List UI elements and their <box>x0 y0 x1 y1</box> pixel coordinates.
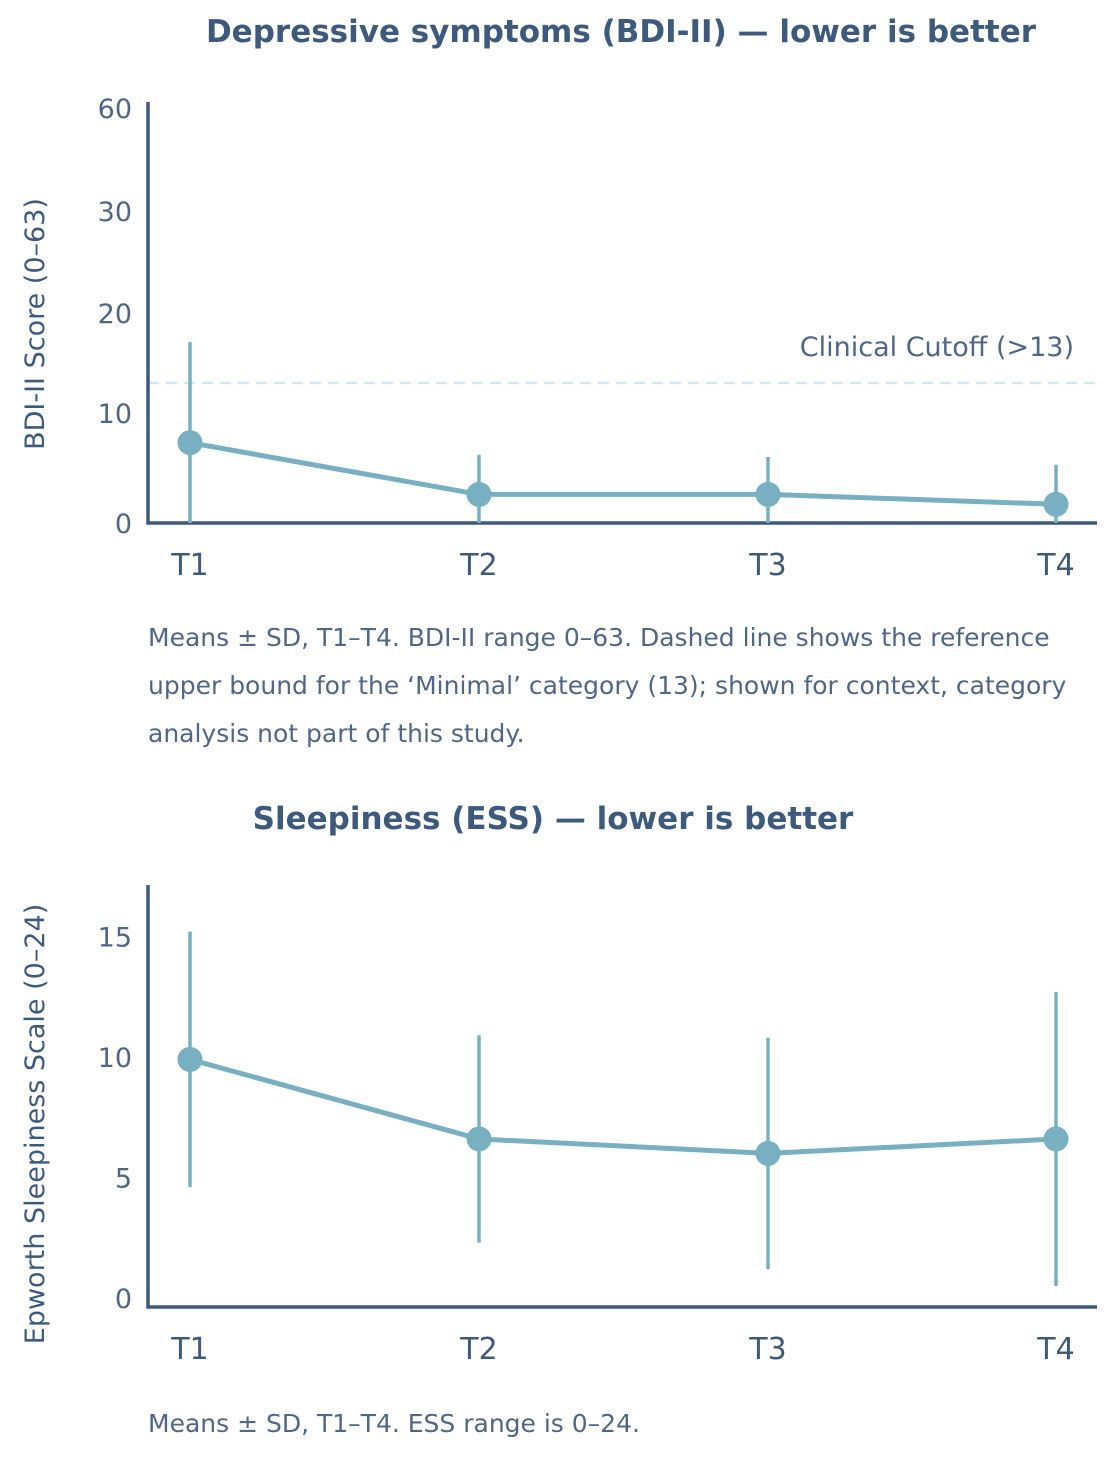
ess-series-line <box>187 1056 1059 1156</box>
bdi-y-tick-label: 20 <box>98 299 132 330</box>
bdi-chart-caption: Means ± SD, T1–T4. BDI-II range 0–63. Da… <box>148 623 1067 748</box>
bdi-y-tick-label: 60 <box>98 94 132 125</box>
bdi-chart: Depressive symptoms (BDI-II) — lower is … <box>20 14 1097 583</box>
ess-y-tick-label: 15 <box>98 923 132 954</box>
ess-data-point <box>1043 1126 1069 1152</box>
bdi-data-point <box>1043 491 1069 517</box>
ess-y-tick-label: 5 <box>115 1164 132 1195</box>
ess-x-tick-label: T3 <box>748 1332 786 1367</box>
bdi-x-tick-label: T2 <box>459 548 497 583</box>
ess-data-point <box>177 1046 203 1072</box>
bdi-y-tick-label: 0 <box>115 509 132 540</box>
ess-y-axis-label: Epworth Sleepiness Scale (0–24) <box>20 904 51 1344</box>
bdi-x-tick-label: T1 <box>170 548 208 583</box>
bdi-plot-area: Clinical Cutoff (>13) 0 10 20 30 60 T1 T2 T3 T4 <box>98 94 1097 583</box>
ess-data-point <box>466 1126 492 1152</box>
bdi-x-tick-label: T4 <box>1036 548 1074 583</box>
bdi-series-line <box>187 440 1059 507</box>
ess-x-tick-label: T1 <box>170 1332 208 1367</box>
bdi-x-tick-label: T3 <box>748 548 786 583</box>
bdi-y-axis-label: BDI-II Score (0–63) <box>20 198 51 450</box>
ess-chart: Sleepiness (ESS) — lower is better Epwor… <box>20 801 1097 1367</box>
ess-chart-caption: Means ± SD, T1–T4. ESS range is 0–24. <box>148 1409 640 1438</box>
ess-y-tick-label: 10 <box>98 1043 132 1074</box>
bdi-y-tick-label: 10 <box>98 399 132 430</box>
bdi-data-point <box>177 430 203 456</box>
ess-y-tick-label: 0 <box>115 1284 132 1315</box>
bdi-reference-line-label: Clinical Cutoff (>13) <box>800 332 1074 363</box>
ess-chart-title: Sleepiness (ESS) — lower is better <box>253 801 854 837</box>
ess-plot-area: 0 5 10 15 T1 T2 T3 T4 <box>98 885 1097 1367</box>
bdi-chart-title: Depressive symptoms (BDI-II) — lower is … <box>206 14 1037 50</box>
ess-x-tick-label: T2 <box>459 1332 497 1367</box>
bdi-data-point <box>466 481 492 507</box>
bdi-y-tick-label: 30 <box>98 197 132 228</box>
ess-x-tick-label: T4 <box>1036 1332 1074 1367</box>
ess-data-point <box>755 1140 781 1166</box>
bdi-data-point <box>755 481 781 507</box>
